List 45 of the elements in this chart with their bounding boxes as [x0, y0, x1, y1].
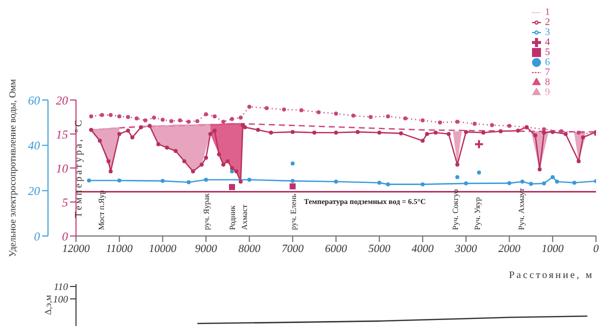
annotation: Руч. Ахмаут — [517, 188, 526, 230]
legend-label: 8 — [545, 77, 550, 88]
y-axis-title: Δ,э,м — [43, 294, 54, 315]
x-tick-label: 3000 — [454, 242, 478, 255]
y-tick-label: 5 — [62, 195, 68, 210]
annotation: Руч. Уяур — [473, 197, 482, 230]
x-tick-label: 6000 — [325, 242, 348, 255]
legend-label: 1 — [545, 7, 550, 18]
annotation: Руч. Сокгуо — [451, 189, 460, 230]
x-tick-label: 8000 — [238, 242, 261, 255]
annotation: руч. Яурак — [202, 193, 211, 230]
y-tick-label: 15 — [56, 127, 68, 142]
annotation: Ахмаст — [240, 204, 249, 230]
y-tick-label: 0 — [62, 229, 68, 244]
x-tick-label: 11000 — [106, 242, 134, 255]
x-tick-label: 12000 — [62, 242, 90, 255]
legend-label: 7 — [545, 67, 550, 78]
y2-tick-label: 0 — [34, 229, 40, 244]
y-tick-label: 20 — [56, 93, 68, 108]
legend-label: 3 — [545, 27, 550, 38]
x-tick-label: 10000 — [148, 242, 177, 255]
y2-axis-title: Удельное электросопротивление воды, Омм — [8, 79, 18, 257]
x-tick-label: 7000 — [282, 242, 304, 255]
y-tick-label: 10 — [56, 161, 68, 176]
legend-label: 6 — [545, 57, 550, 68]
legend-label: 4 — [545, 37, 550, 48]
y-tick-label: 100 — [53, 294, 68, 306]
y-axis-title: Температура, °C — [74, 118, 85, 218]
x-tick-label: 5000 — [368, 242, 391, 255]
y2-tick-label: 40 — [28, 138, 40, 153]
x-tick-label: 9000 — [195, 242, 218, 255]
legend-label: 9 — [545, 87, 550, 98]
y2-tick-label: 20 — [28, 184, 40, 198]
x-tick-label: 1000 — [542, 242, 564, 255]
annotation: Мост п.Яур — [97, 190, 106, 230]
x-axis-title: Расстояние, м — [509, 270, 594, 281]
legend-label: 2 — [545, 17, 550, 28]
y-tick-label: 110 — [54, 282, 68, 294]
x-tick-label: 2000 — [498, 242, 521, 255]
x-tick-label: 4000 — [412, 242, 434, 255]
y2-tick-label: 60 — [28, 93, 40, 108]
annotation: руч. Елень — [289, 193, 298, 230]
legend-label: 5 — [545, 47, 550, 58]
annotation: Родник — [228, 205, 237, 230]
x-tick-label: 0 — [593, 242, 600, 255]
